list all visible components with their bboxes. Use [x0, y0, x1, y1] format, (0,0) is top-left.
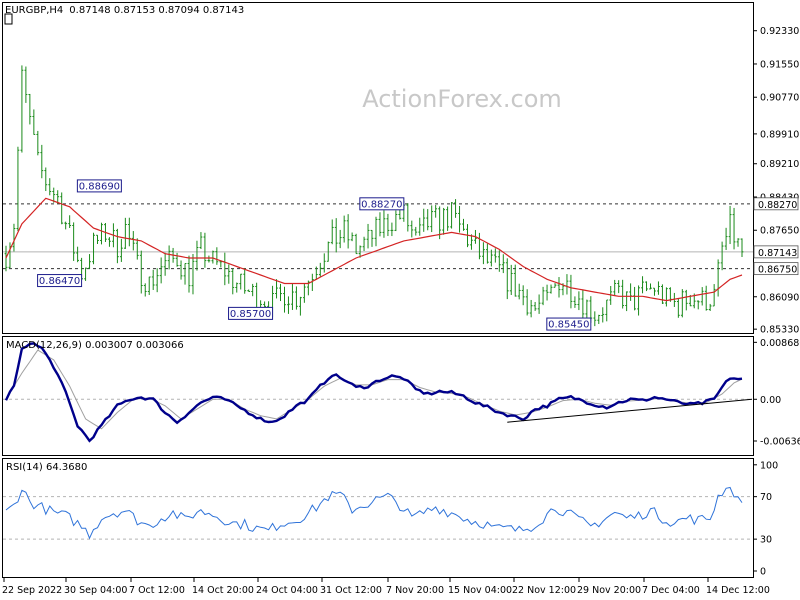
time-axis-label: 14 Oct 20:00 — [192, 585, 254, 596]
price-label-box — [546, 317, 592, 331]
rsi-axis: 100 70 30 0 — [753, 460, 778, 578]
time-axis-label: 24 Oct 04:00 — [256, 585, 318, 596]
time-axis-label: 14 Dec 12:00 — [706, 585, 770, 596]
macd-title: MACD(12,26,9) 0.003007 0.003066 — [6, 340, 184, 351]
time-axis-label: 22 Sep 2022 — [2, 585, 62, 596]
price-label-box — [228, 306, 274, 320]
current-price-tag-box — [753, 245, 799, 259]
macd-line — [4, 342, 743, 443]
rsi-pane — [3, 486, 753, 540]
price-label-text: 0.88690 — [79, 181, 120, 192]
rsi-title: RSI(14) 64.3680 — [6, 462, 87, 473]
symbol-label: EURGBP,H4 0.87148 0.87153 0.87094 0.87143 — [5, 5, 244, 16]
price-axis-label: 0.85330 — [760, 325, 799, 336]
price-pane-header: EURGBP,H4 0.87148 0.87153 0.87094 0.87143 — [4, 5, 244, 25]
macd-pane-frame — [2, 336, 754, 456]
time-axis-label: 15 Nov 04:00 — [448, 585, 512, 596]
time-axis-label: 29 Nov 20:00 — [577, 585, 641, 596]
level-tag-box — [753, 197, 799, 211]
price-pane-frame — [2, 2, 754, 334]
bar-marker — [4, 13, 13, 25]
price-label-box — [37, 274, 83, 288]
symbol-text: EURGBP,H4 — [5, 5, 63, 16]
candles — [4, 65, 744, 327]
rsi-pane-frame — [2, 458, 754, 578]
ohlc-text: 0.87148 0.87153 0.87094 0.87143 — [69, 5, 244, 16]
rsi-axis-label: 70 — [760, 492, 772, 503]
time-axis-label: 22 Nov 12:00 — [512, 585, 576, 596]
watermark: ActionForex.com — [362, 85, 562, 113]
level-tag-box — [753, 262, 799, 276]
price-label-text: 0.88270 — [361, 199, 402, 210]
ma-line — [5, 197, 743, 302]
current-price-tag-text: 0.87143 — [758, 248, 797, 259]
price-axis-label: 0.89910 — [760, 129, 799, 140]
rsi-line — [5, 486, 743, 540]
price-axis-label: 0.86090 — [760, 292, 799, 303]
macd-axis-label: 0.00 — [760, 395, 781, 406]
price-axis: 0.923300.915500.907700.899100.892100.884… — [753, 26, 799, 336]
price-labels: 0.88690 0.86470 0.85700 0.88270 0.85450 — [37, 179, 592, 331]
price-label-box — [76, 179, 122, 193]
time-axis-label: 7 Oct 12:00 — [129, 585, 185, 596]
price-label-text: 0.86470 — [39, 276, 80, 287]
macd-axis-label: 0.008686 — [760, 338, 800, 349]
rsi-axis-label: 30 — [760, 535, 772, 546]
price-label-box — [359, 197, 405, 211]
price-axis-label: 0.92330 — [760, 26, 799, 37]
level-tag-text: 0.88270 — [758, 200, 797, 211]
macd-trendline — [507, 398, 753, 423]
price-axis-label: 0.87650 — [760, 226, 799, 237]
rsi-axis-label: 100 — [760, 460, 778, 471]
price-axis-label: 0.91550 — [760, 59, 799, 70]
price-axis-label: 0.89210 — [760, 159, 799, 170]
macd-axis: 0.008686 0.00 -0.006366 — [753, 338, 800, 448]
price-label-text: 0.85450 — [548, 320, 589, 331]
macd-pane — [3, 342, 753, 443]
moving-average — [5, 197, 743, 302]
macd-axis-label: -0.006366 — [760, 437, 800, 448]
price-label-text: 0.85700 — [230, 309, 271, 320]
time-axis-label: 7 Dec 04:00 — [642, 585, 700, 596]
time-axis-label: 7 Nov 20:00 — [386, 585, 444, 596]
price-axis-label: 0.90770 — [760, 93, 799, 104]
time-axis-label: 31 Oct 12:00 — [320, 585, 382, 596]
rsi-axis-label: 0 — [760, 567, 766, 578]
level-tag-text: 0.86750 — [758, 265, 797, 276]
time-axis: 22 Sep 2022 30 Sep 04:00 7 Oct 12:00 14 Oct… — [2, 578, 770, 596]
time-axis-label: 30 Sep 04:00 — [64, 585, 127, 596]
